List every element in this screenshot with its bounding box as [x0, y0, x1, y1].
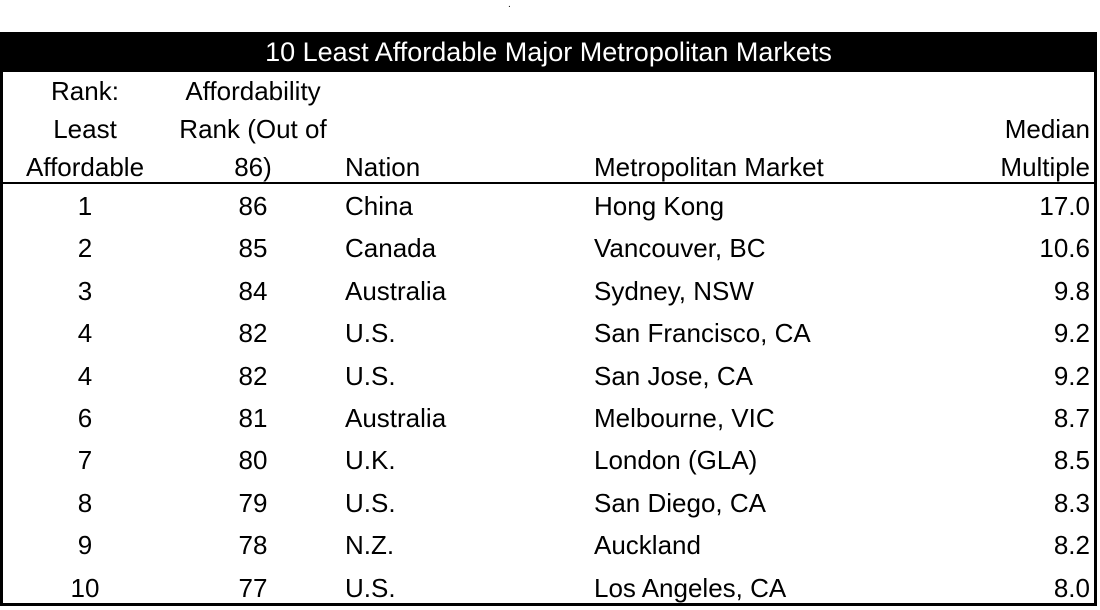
cell-rank: 6	[77, 402, 93, 433]
cell-affordability-rank: 84	[238, 275, 268, 306]
table-body: 1 86 China Hong Kong 17.0 2 85 Canada Va…	[3, 185, 1094, 609]
cell-rank: 9	[77, 530, 93, 561]
cell-rank: 1	[77, 191, 93, 221]
cell-rank: 8	[77, 487, 93, 518]
cell-affordability-rank: 81	[238, 402, 268, 433]
cell-nation: U.S.	[345, 572, 396, 603]
header-affordability-line: Affordability	[185, 76, 321, 106]
table-row: 6 81 Australia Melbourne, VIC 8.7	[3, 397, 1094, 439]
cell-affordability-rank: 85	[238, 233, 268, 264]
header-nation: Nation	[345, 152, 421, 182]
cell-rank: 2	[77, 233, 93, 264]
cell-affordability-rank: 78	[238, 530, 268, 561]
cell-market: Hong Kong	[594, 191, 725, 221]
cell-affordability-rank: 77	[238, 572, 268, 603]
cell-nation: U.K.	[345, 445, 396, 476]
cell-affordability-rank: 82	[238, 318, 268, 349]
cell-market: San Diego, CA	[594, 487, 766, 518]
table-row: 9 78 N.Z. Auckland 8.2	[3, 524, 1094, 566]
table-row: 2 85 Canada Vancouver, BC 10.6	[3, 227, 1094, 269]
cell-rank: 4	[77, 360, 93, 391]
cell-market: Vancouver, BC	[594, 233, 766, 264]
cell-rank: 4	[77, 318, 93, 349]
header-median-multiple: Median Multiple	[950, 110, 1090, 186]
cell-median-multiple: 8.5	[1053, 445, 1090, 476]
cell-market: Sydney, NSW	[594, 275, 754, 306]
header-median-line: Median	[1004, 114, 1090, 144]
cell-median-multiple: 17.0	[1039, 191, 1090, 221]
cell-nation: U.S.	[345, 360, 396, 391]
cell-nation: Australia	[345, 402, 447, 433]
table-row: 7 80 U.K. London (GLA) 8.5	[3, 439, 1094, 481]
cell-median-multiple: 9.8	[1053, 275, 1090, 306]
affordability-table: 10 Least Affordable Major Metropolitan M…	[0, 32, 1097, 606]
cell-market: London (GLA)	[594, 445, 758, 476]
table-row: 3 84 Australia Sydney, NSW 9.8	[3, 270, 1094, 312]
table-row: 10 77 U.S. Los Angeles, CA 8.0	[3, 567, 1094, 609]
header-affordability-line: Rank (Out of	[179, 114, 327, 144]
cell-nation: U.S.	[345, 487, 396, 518]
cell-nation: N.Z.	[345, 530, 395, 561]
header-market: Metropolitan Market	[594, 152, 824, 182]
header-rank: Rank: Least Affordable	[11, 72, 159, 186]
cell-affordability-rank: 80	[238, 445, 268, 476]
cell-market: San Francisco, CA	[594, 318, 811, 349]
table-title: 10 Least Affordable Major Metropolitan M…	[3, 32, 1094, 72]
cell-market: Auckland	[594, 530, 701, 561]
cell-nation: U.S.	[345, 318, 396, 349]
header-rank-line: Affordable	[25, 152, 145, 182]
header-affordability-rank: Affordability Rank (Out of 86)	[163, 72, 343, 186]
table-row: 4 82 U.S. San Jose, CA 9.2	[3, 355, 1094, 397]
cell-median-multiple: 8.2	[1053, 530, 1090, 561]
cell-affordability-rank: 86	[238, 191, 268, 221]
header-affordability-line: 86)	[234, 152, 272, 182]
cell-market: San Jose, CA	[594, 360, 753, 391]
header-rank-line: Least	[53, 114, 117, 144]
table-row: 1 86 China Hong Kong 17.0	[3, 185, 1094, 227]
cell-nation: Canada	[345, 233, 437, 264]
cell-nation: Australia	[345, 275, 447, 306]
cell-median-multiple: 9.2	[1053, 318, 1090, 349]
cell-rank: 7	[77, 445, 93, 476]
cell-median-multiple: 8.7	[1053, 402, 1090, 433]
cell-market: Los Angeles, CA	[594, 572, 787, 603]
header-rank-line: Rank:	[51, 76, 119, 106]
cell-median-multiple: 8.3	[1053, 487, 1090, 518]
cell-market: Melbourne, VIC	[594, 402, 775, 433]
header-median-line: Multiple	[1000, 152, 1090, 182]
cell-median-multiple: 9.2	[1053, 360, 1090, 391]
cell-median-multiple: 10.6	[1039, 233, 1090, 264]
top-dot-mark: .	[508, 0, 511, 10]
cell-rank: 10	[70, 572, 100, 603]
cell-rank: 3	[77, 275, 93, 306]
cell-affordability-rank: 82	[238, 360, 268, 391]
cell-median-multiple: 8.0	[1053, 572, 1090, 603]
cell-nation: China	[345, 191, 413, 221]
table-row: 4 82 U.S. San Francisco, CA 9.2	[3, 312, 1094, 354]
table-header: Rank: Least Affordable Affordability Ran…	[3, 72, 1094, 184]
table-row: 8 79 U.S. San Diego, CA 8.3	[3, 482, 1094, 524]
cell-affordability-rank: 79	[238, 487, 268, 518]
